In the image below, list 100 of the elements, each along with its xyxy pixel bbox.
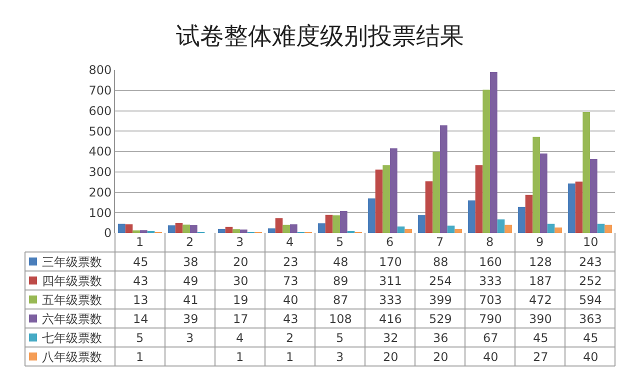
bar [482, 90, 490, 233]
y-tick-label: 500 [88, 124, 112, 138]
data-label: 3 [186, 331, 194, 345]
bar [382, 165, 390, 233]
data-label: 333 [379, 293, 402, 307]
bar [218, 228, 226, 233]
bar [175, 223, 183, 233]
data-label: 20 [383, 350, 398, 364]
bar [275, 218, 283, 233]
data-label: 1 [236, 350, 244, 364]
y-tick-label: 200 [88, 185, 112, 200]
bar [332, 215, 340, 233]
data-label: 40 [583, 350, 598, 364]
data-label: 49 [183, 274, 198, 288]
data-label: 23 [283, 255, 298, 269]
x-tick-label: 4 [286, 235, 294, 249]
x-tick-label: 9 [536, 235, 544, 249]
data-label: 2 [286, 331, 294, 345]
data-label: 4 [236, 331, 244, 345]
x-tick-label: 7 [436, 235, 444, 249]
data-label: 41 [183, 293, 198, 307]
data-label: 27 [533, 350, 548, 364]
data-label: 3 [336, 350, 344, 364]
data-label: 17 [233, 312, 248, 326]
bar [575, 182, 583, 233]
data-label: 5 [136, 331, 144, 345]
data-label: 790 [479, 312, 502, 326]
bar [532, 136, 540, 233]
legend-label: 八年级票数 [42, 350, 102, 364]
data-label: 89 [333, 274, 348, 288]
legend-label: 四年级票数 [42, 274, 102, 288]
data-label: 1 [136, 350, 144, 364]
data-label: 399 [429, 293, 452, 307]
bar [118, 224, 126, 233]
x-tick-label: 5 [336, 235, 344, 249]
bar [368, 198, 376, 233]
bar [125, 224, 133, 233]
bar [375, 170, 383, 233]
data-label: 187 [529, 274, 552, 288]
data-label: 472 [529, 293, 552, 307]
y-tick-label: 0 [104, 226, 112, 240]
bar [418, 215, 426, 233]
bar [397, 226, 405, 233]
bar [490, 72, 498, 233]
bar [182, 224, 190, 233]
data-label: 73 [283, 274, 298, 288]
bar [404, 228, 412, 233]
data-label: 87 [333, 293, 348, 307]
bar [582, 112, 590, 233]
bar [282, 224, 290, 233]
data-label: 48 [333, 255, 348, 269]
legend-label: 六年级票数 [42, 312, 102, 326]
bar [475, 165, 483, 233]
data-label: 108 [329, 312, 352, 326]
bar [290, 224, 298, 233]
legend-label: 五年级票数 [42, 293, 102, 307]
bar [497, 219, 505, 233]
x-tick-label: 6 [386, 235, 394, 249]
bar [340, 211, 348, 233]
data-label: 36 [433, 331, 448, 345]
data-label: 19 [233, 293, 248, 307]
bar [504, 224, 512, 233]
x-tick-label: 2 [186, 235, 194, 249]
data-label: 311 [379, 274, 402, 288]
y-tick-label: 400 [88, 144, 112, 159]
bar [268, 228, 276, 233]
data-label: 529 [429, 312, 452, 326]
bar [140, 230, 148, 233]
data-label: 43 [133, 274, 148, 288]
chart-title: 试卷整体难度级别投票结果 [176, 22, 464, 50]
data-label: 170 [379, 255, 402, 269]
y-tick-label: 700 [88, 84, 112, 98]
data-label: 416 [379, 312, 402, 326]
bar [225, 226, 233, 233]
data-label: 252 [579, 274, 602, 288]
data-label: 703 [479, 293, 502, 307]
legend-label: 三年级票数 [42, 255, 102, 269]
data-label: 20 [233, 255, 248, 269]
bar [525, 194, 533, 233]
data-label: 88 [433, 255, 448, 269]
bar [447, 226, 455, 233]
data-label: 43 [283, 312, 298, 326]
legend-label: 七年级票数 [42, 331, 102, 345]
data-label: 20 [433, 350, 448, 364]
data-label: 390 [529, 312, 552, 326]
data-label: 243 [579, 255, 602, 269]
data-label: 13 [133, 293, 148, 307]
x-tick-label: 3 [236, 235, 244, 249]
y-tick-label: 800 [88, 63, 112, 78]
data-label: 38 [183, 255, 198, 269]
bar [425, 181, 433, 233]
data-label: 45 [533, 331, 548, 345]
bar [132, 230, 140, 233]
data-label: 32 [383, 331, 398, 345]
bar [518, 206, 526, 233]
data-label: 128 [529, 255, 552, 269]
data-label: 160 [479, 255, 502, 269]
data-label: 45 [583, 331, 598, 345]
bar [554, 228, 562, 233]
bar [325, 214, 333, 233]
